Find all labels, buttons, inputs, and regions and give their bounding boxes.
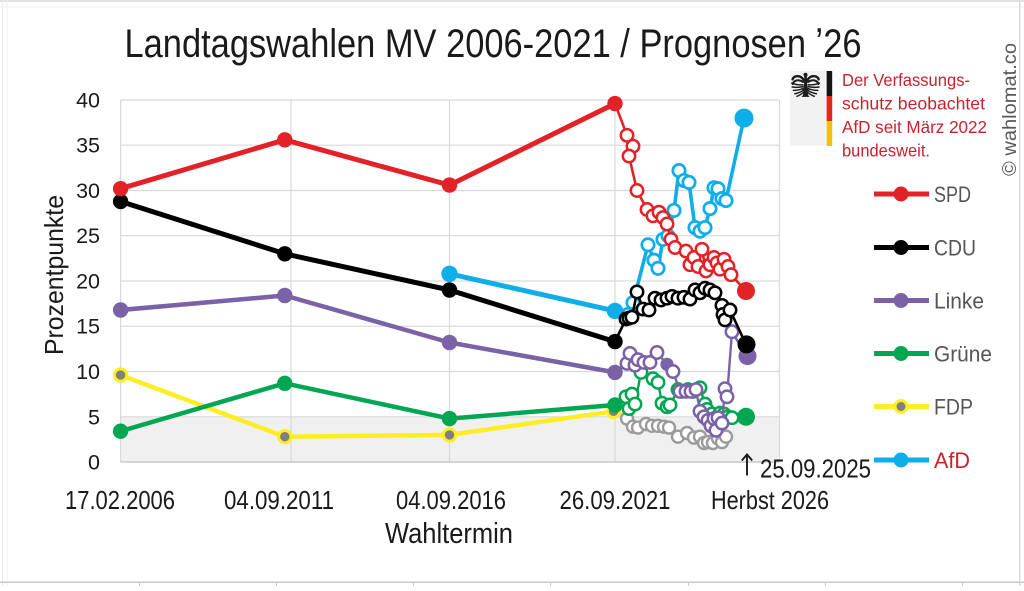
svg-text:25: 25 <box>76 224 100 248</box>
svg-text:40: 40 <box>76 89 100 113</box>
svg-text:15: 15 <box>76 315 100 339</box>
svg-text:Der Verfassungs-: Der Verfassungs- <box>842 70 970 90</box>
svg-text:AfD: AfD <box>934 448 970 473</box>
svg-text:Herbst 2026: Herbst 2026 <box>711 485 829 515</box>
svg-text:5: 5 <box>88 405 100 429</box>
svg-text:Linke: Linke <box>934 289 984 314</box>
svg-text:10: 10 <box>76 360 100 384</box>
svg-text:25.09.2025: 25.09.2025 <box>760 454 871 484</box>
svg-text:Wahltermin: Wahltermin <box>385 518 513 550</box>
svg-text:35: 35 <box>76 134 100 158</box>
svg-text:04.09.2016: 04.09.2016 <box>396 485 506 515</box>
svg-text:30: 30 <box>76 179 100 203</box>
svg-text:SPD: SPD <box>934 182 971 207</box>
svg-text:bundesweit.: bundesweit. <box>842 141 930 161</box>
svg-text:AfD seit März 2022: AfD seit März 2022 <box>842 117 987 137</box>
svg-text:17.02.2006: 17.02.2006 <box>65 485 175 515</box>
svg-text:26.09.2021: 26.09.2021 <box>560 485 671 515</box>
svg-text:Prozentpunkte: Prozentpunkte <box>39 195 69 355</box>
svg-text:0: 0 <box>88 451 100 475</box>
svg-text:schutz beobachtet: schutz beobachtet <box>842 94 985 114</box>
svg-text:04.09.2011: 04.09.2011 <box>224 485 334 515</box>
svg-text:Landtagswahlen MV 2006-2021 /: Landtagswahlen MV 2006-2021 / Prognosen … <box>125 22 862 66</box>
svg-text:20: 20 <box>76 270 100 294</box>
svg-text:FDP: FDP <box>934 395 973 420</box>
svg-text:CDU: CDU <box>934 236 976 261</box>
svg-text:Grüne: Grüne <box>934 342 992 367</box>
svg-text:© wahlomat.co: © wahlomat.co <box>999 43 1021 176</box>
